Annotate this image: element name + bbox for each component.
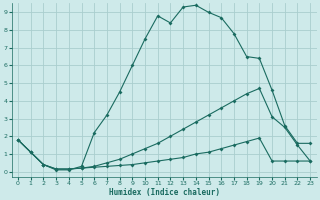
X-axis label: Humidex (Indice chaleur): Humidex (Indice chaleur) — [108, 188, 220, 197]
